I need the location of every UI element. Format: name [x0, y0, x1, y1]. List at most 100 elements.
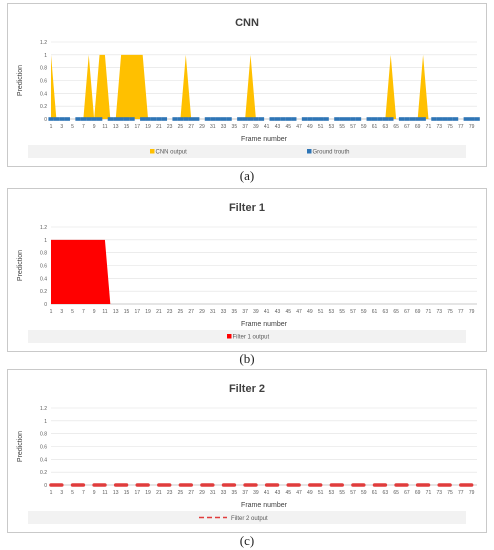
x-tick-label: 65: [393, 490, 399, 496]
x-tick-label: 31: [210, 309, 216, 315]
x-tick-label: 11: [102, 490, 107, 496]
x-tick-label: 57: [350, 490, 356, 496]
data-point: [80, 117, 87, 121]
data-point: [366, 117, 372, 121]
x-tick-label: 43: [275, 490, 281, 496]
x-tick-label: 41: [264, 124, 270, 130]
data-point: [129, 117, 135, 121]
legend-swatch: [227, 334, 232, 339]
data-point: [452, 117, 459, 121]
legend-swatch: [150, 149, 155, 154]
x-tick-label: 29: [199, 124, 205, 130]
x-tick-label: 69: [415, 309, 421, 315]
data-point: [75, 117, 81, 121]
x-tick-label: 21: [156, 124, 162, 130]
y-axis-label: Prediction: [17, 65, 24, 96]
data-point: [59, 117, 65, 121]
data-point: [226, 117, 232, 121]
data-point: [436, 117, 443, 121]
x-tick-label: 47: [296, 124, 302, 130]
y-tick-label: 0.8: [40, 432, 47, 438]
y-tick-label: 0.2: [40, 104, 47, 110]
legend-background: [28, 145, 466, 158]
x-tick-label: 25: [178, 124, 184, 130]
legend-swatch: [307, 149, 312, 154]
x-tick-label: 61: [372, 309, 378, 315]
y-tick-label: 1: [44, 419, 47, 425]
x-axis-label: Frame number: [241, 502, 288, 509]
chart-title: Filter 1: [229, 202, 265, 214]
x-tick-label: 67: [404, 309, 410, 315]
x-tick-label: 49: [307, 124, 313, 130]
y-tick-label: 0.2: [40, 289, 47, 295]
data-point: [113, 117, 119, 121]
chart-filter1: Filter 100.20.40.60.811.21 3 5 7 9 11 13 15 17 19…: [17, 202, 477, 343]
chart-panel-filter2: Filter 2 0 0.2 0.4 0.6 0.8 1 1.2 1 3 5 7 9 11 13 15 17 19…: [7, 369, 487, 533]
x-tick-label: 41: [264, 490, 270, 496]
x-tick-label: 51: [318, 124, 324, 130]
data-point: [350, 117, 356, 121]
data-point: [220, 117, 227, 121]
y-axis-label: Prediction: [17, 250, 24, 281]
x-tick-label: 45: [285, 124, 291, 130]
x-tick-label: 73: [436, 490, 442, 496]
x-tick-label: 29: [199, 309, 205, 315]
x-tick-label: 5: [71, 490, 74, 496]
caption-a: (a): [239, 168, 255, 183]
x-tick-label: 21: [156, 309, 162, 315]
data-point: [469, 117, 475, 121]
y-tick-label: 0.6: [40, 79, 47, 85]
x-tick-label: 47: [296, 309, 302, 315]
x-tick-label: 67: [404, 490, 410, 496]
x-tick-label: 55: [339, 309, 345, 315]
legend-label: CNN output: [156, 150, 188, 156]
y-tick-label: 0.4: [40, 276, 47, 282]
caption-b: (b): [239, 351, 255, 366]
data-point: [301, 117, 308, 121]
data-point: [442, 117, 448, 121]
y-tick-label: 1: [44, 238, 47, 244]
series-area-0: [51, 239, 477, 304]
x-tick-label: 3: [60, 490, 63, 496]
x-tick-label: 35: [232, 490, 238, 496]
x-tick-label: 41: [264, 309, 270, 315]
x-tick-label: 37: [242, 490, 248, 496]
caption-c: (c): [239, 533, 255, 548]
x-tick-label: 77: [458, 309, 464, 315]
data-point: [161, 117, 168, 121]
data-point: [274, 117, 281, 121]
x-tick-label: 13: [113, 124, 119, 130]
chart-filter2: Filter 200.20.40.60.811.21 3 5 7 9 11 13 15 17 19…: [17, 383, 477, 524]
x-tick-label: 59: [361, 309, 367, 315]
data-point: [377, 117, 383, 121]
x-tick-label: 39: [253, 309, 259, 315]
x-tick-label: 1: [50, 490, 53, 496]
data-point: [388, 117, 394, 121]
data-point: [156, 117, 162, 121]
x-tick-label: 5: [71, 124, 74, 130]
x-tick-label: 63: [383, 309, 389, 315]
x-tick-label: 39: [253, 490, 259, 496]
x-tick-label: 61: [372, 124, 378, 130]
data-point: [269, 117, 275, 121]
chart-title: CNN: [235, 17, 259, 29]
y-tick-label: 1.2: [40, 225, 47, 231]
x-tick-label: 17: [134, 309, 140, 315]
y-tick-label: 0.6: [40, 445, 47, 451]
y-tick-label: 1: [44, 53, 47, 59]
x-tick-label: 27: [188, 309, 194, 315]
x-tick-label: 65: [393, 124, 399, 130]
data-point: [242, 117, 248, 121]
x-tick-label: 73: [436, 309, 442, 315]
data-point: [86, 117, 92, 121]
data-point: [371, 117, 378, 121]
x-tick-label: 7: [82, 490, 85, 496]
x-tick-label: 63: [383, 124, 389, 130]
data-point: [415, 117, 421, 121]
x-tick-label: 61: [372, 490, 378, 496]
legend-label: Ground trouth: [313, 150, 350, 156]
x-tick-label: 19: [145, 124, 151, 130]
x-tick-label: 9: [93, 309, 96, 315]
x-tick-label: 57: [350, 124, 356, 130]
